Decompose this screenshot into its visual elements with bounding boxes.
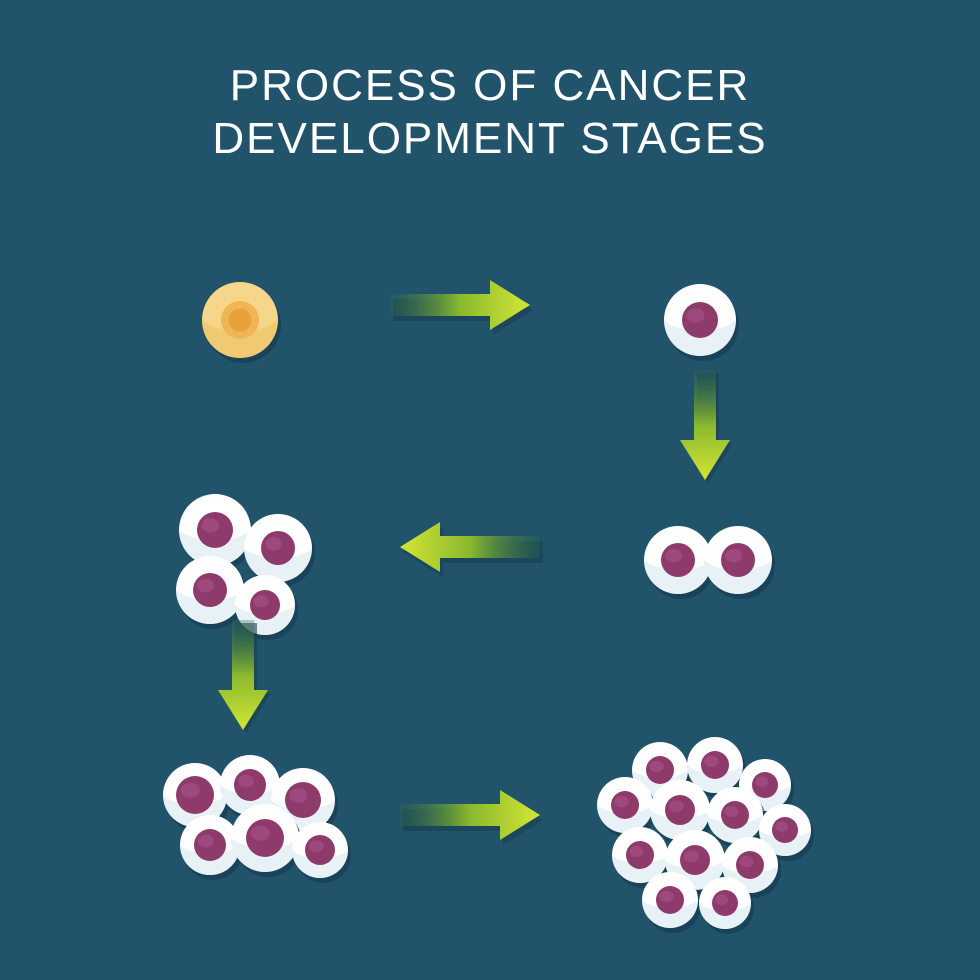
stage-tumor xyxy=(590,735,820,950)
arrow-1-arrow-icon xyxy=(390,280,540,345)
arrow-4-arrow-icon xyxy=(218,620,278,745)
title-line-1: PROCESS OF CANCER xyxy=(230,61,751,110)
stage-normal-cell xyxy=(200,280,290,375)
arrow-5-arrow-icon xyxy=(400,790,550,855)
title-line-2: DEVELOPMENT STAGES xyxy=(212,114,767,163)
arrow-3-arrow-icon xyxy=(400,522,550,587)
stage-many-cells xyxy=(155,750,365,915)
stage-mutated-cell xyxy=(660,280,750,375)
stage-two-cells xyxy=(640,520,790,615)
arrow-2-arrow-icon xyxy=(680,370,740,495)
page-title: PROCESS OF CANCER DEVELOPMENT STAGES xyxy=(0,60,980,166)
